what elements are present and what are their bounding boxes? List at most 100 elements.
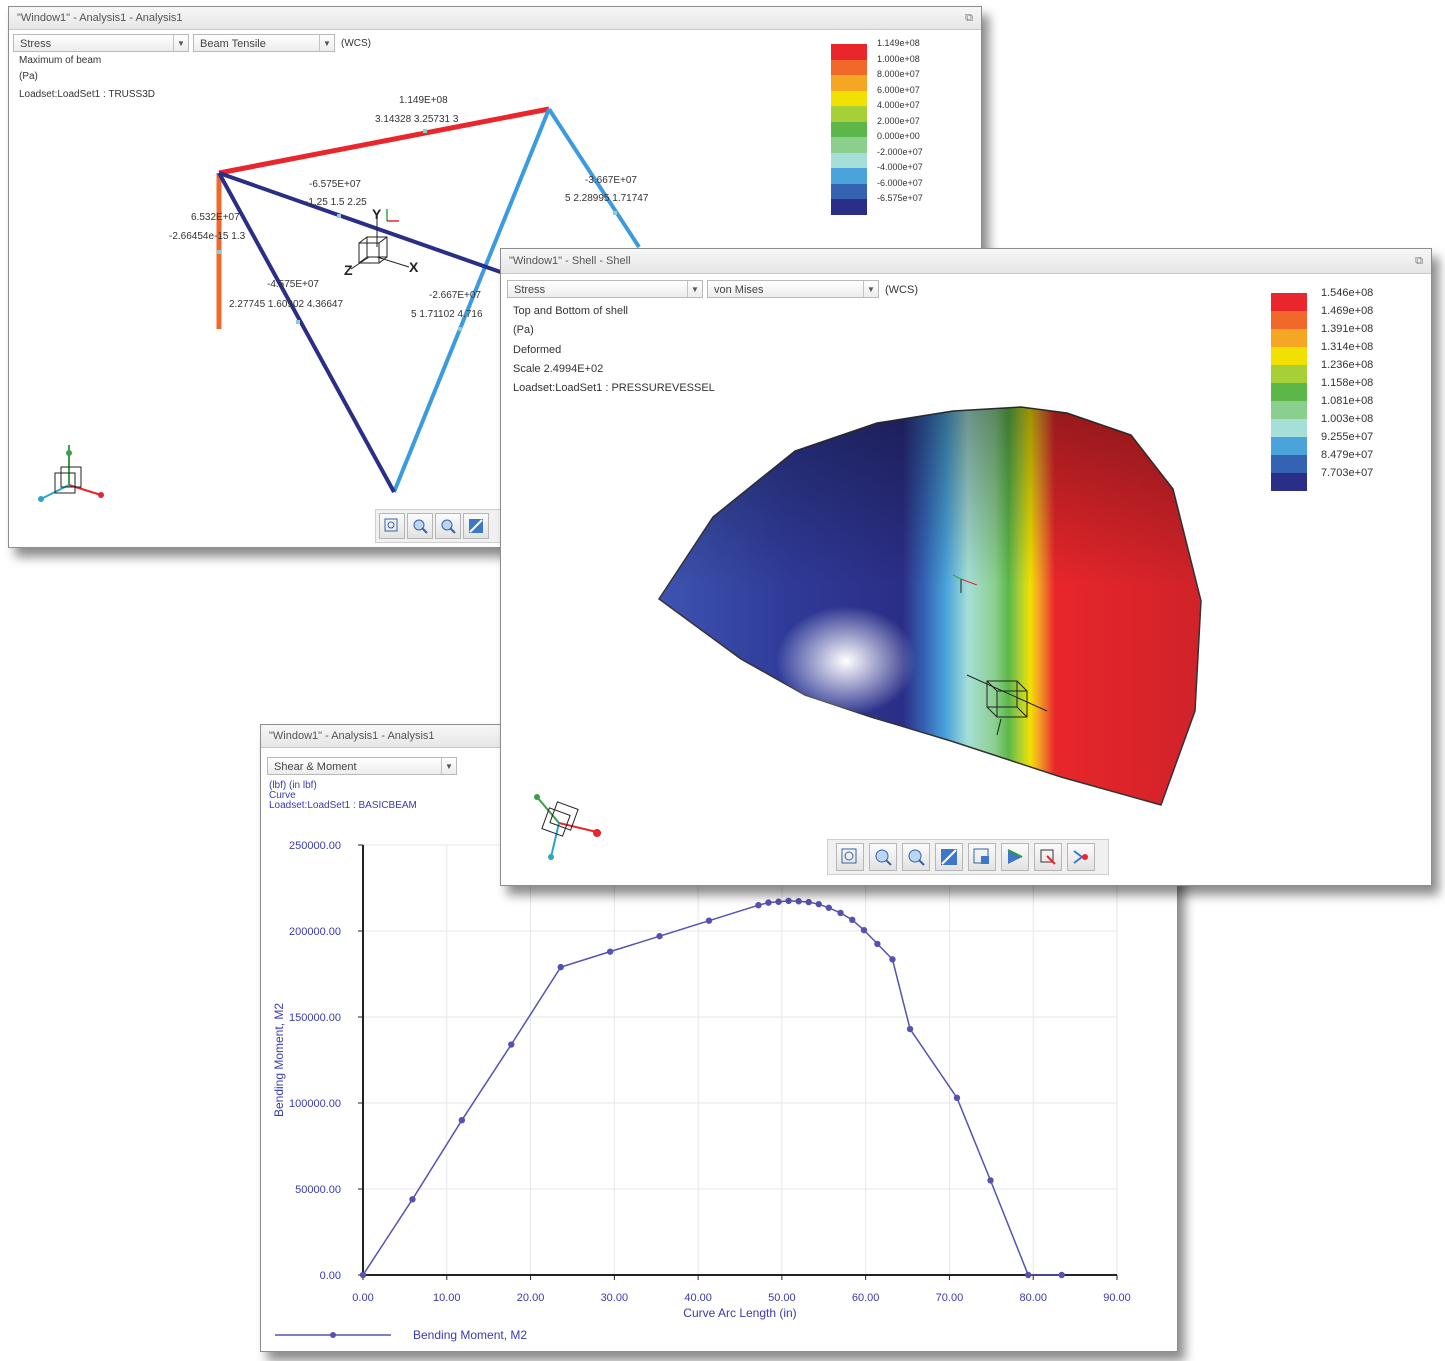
shell-info-line-4: Scale 2.4994E+02 — [513, 363, 604, 375]
shell-component-select-value: von Mises — [714, 284, 764, 296]
shell-top-shading — [659, 407, 1201, 805]
legend-label: 8.000e+07 — [877, 69, 920, 79]
shell-view-toolbar — [827, 839, 1109, 875]
legend-entry: 8.479e+07 — [1271, 449, 1401, 473]
node-marker — [337, 214, 341, 218]
legend-entry: 1.236e+08 — [1271, 359, 1401, 383]
data-point — [906, 1025, 914, 1033]
annotation-a6: 5 2.28995 1.71747 — [565, 193, 649, 204]
data-point — [775, 898, 782, 905]
view-orientation-icon — [1040, 849, 1056, 865]
data-point — [409, 1196, 416, 1203]
node-marker — [423, 129, 427, 133]
pan-icon — [973, 848, 989, 864]
legend-label: 7.703e+07 — [1321, 467, 1374, 479]
legend-swatch — [831, 59, 867, 75]
truss-window-title: "Window1" - Analysis1 - Analysis1 — [17, 12, 183, 24]
zoom-window-button[interactable] — [463, 513, 489, 539]
truss-member-top — [218, 106, 550, 176]
legend-entry: 1.314e+08 — [1271, 341, 1401, 365]
x-tick-label: 10.00 — [433, 1292, 461, 1304]
zoom-window-button[interactable] — [935, 843, 963, 871]
view-orientation-triad — [38, 445, 104, 502]
zoom-out-button[interactable] — [435, 513, 461, 539]
info-line-3: Loadset:LoadSet1 : TRUSS3D — [19, 89, 156, 100]
annotation-a7: 6.532E+07 — [191, 212, 240, 223]
legend-label: 1.149e+08 — [877, 38, 920, 48]
series-line — [362, 900, 1062, 1276]
x-tick-label: 60.00 — [852, 1292, 880, 1304]
zoom-in-button[interactable] — [869, 843, 897, 871]
data-point — [874, 940, 881, 948]
legend-entry: 1.149e+08 — [831, 38, 957, 60]
y-tick-label: 250000.00 — [289, 840, 341, 852]
legend-label: 8.479e+07 — [1321, 449, 1374, 461]
annotation-a1: 1.149E+08 — [399, 95, 448, 106]
legend-label: 1.003e+08 — [1321, 413, 1374, 425]
shell-quantity-select-value: Stress — [514, 284, 546, 296]
legend-entry: -6.000e+07 — [831, 178, 957, 199]
legend-label: 1.000e+08 — [877, 53, 920, 64]
legend-entry: 1.003e+08 — [1271, 413, 1401, 437]
legend-entry: 6.000e+07 — [831, 85, 957, 106]
data-point — [815, 900, 822, 908]
annotation-a8: -2.66454e-15 1.3 — [169, 231, 246, 242]
legend-entry: 8.000e+07 — [831, 69, 957, 91]
zoom-fit-button[interactable] — [379, 513, 405, 539]
y-tick-label: 0.00 — [320, 1270, 341, 1282]
shell-component-select[interactable]: von Mises ▼ — [707, 280, 879, 298]
chart-info-line-1: (lbf) (in lbf) — [269, 780, 317, 791]
chevron-down-icon: ▼ — [687, 281, 702, 297]
rotate-button[interactable] — [1001, 843, 1029, 871]
legend-swatch — [831, 152, 867, 168]
shell-info-line-3: Deformed — [513, 344, 562, 356]
legend-label: -4.000e+07 — [877, 162, 923, 172]
quantity-select-value: Stress — [20, 38, 52, 50]
legend-swatch — [1271, 437, 1307, 455]
x-tick-label: 40.00 — [684, 1292, 712, 1304]
data-point — [765, 899, 772, 906]
zoom-in-button[interactable] — [407, 513, 433, 539]
legend-swatch — [831, 44, 867, 60]
legend-swatch — [831, 121, 867, 137]
shell-viewport[interactable] — [501, 249, 1431, 885]
shell-local-triad — [966, 674, 1048, 736]
pan-button[interactable] — [968, 843, 996, 871]
coord-system-label: (WCS) — [341, 38, 371, 49]
truss-window-titlebar[interactable]: "Window1" - Analysis1 - Analysis1 ⧉ — [9, 7, 981, 30]
component-select[interactable]: Beam Tensile ▼ — [193, 34, 335, 52]
legend-label: 6.000e+07 — [877, 84, 920, 95]
shell-quantity-select[interactable]: Stress ▼ — [507, 280, 703, 298]
x-tick-label: 20.00 — [517, 1292, 545, 1304]
annotation-a12: 5 1.71102 4.716 — [411, 309, 483, 320]
maximize-icon[interactable]: ⧉ — [965, 12, 973, 24]
node-marker — [613, 211, 617, 215]
legend-label: 1.546e+08 — [1321, 287, 1374, 299]
y-tick-label: 150000.00 — [289, 1012, 341, 1024]
data-point — [795, 898, 802, 905]
shell-window: "Window1" - Shell - Shell ⧉ Stress ▼ von… — [500, 248, 1432, 886]
zoom-out-button[interactable] — [902, 843, 930, 871]
zoom-fit-button[interactable] — [836, 843, 864, 871]
legend-entry: 1.469e+08 — [1271, 305, 1401, 329]
x-tick-label: 90.00 — [1103, 1292, 1131, 1304]
truss-viewport[interactable]: Y X Z — [9, 7, 981, 547]
annotation-a4: -1.25 1.5 2.25 — [305, 197, 367, 208]
zoom-fit-icon — [841, 848, 857, 864]
chart-window-title: "Window1" - Analysis1 - Analysis1 — [269, 730, 435, 742]
legend-swatch — [1271, 473, 1307, 491]
legend-entry: 7.703e+07 — [1271, 467, 1401, 491]
zoom-out-icon — [441, 519, 456, 534]
data-point — [837, 909, 844, 917]
quantity-select[interactable]: Stress ▼ — [13, 34, 189, 52]
probe-button[interactable] — [1067, 843, 1095, 871]
node-marker — [217, 250, 221, 254]
shell-window-titlebar[interactable]: "Window1" - Shell - Shell ⧉ — [501, 249, 1431, 274]
bending-moment-chart[interactable]: 0.00 10.00 20.00 30.00 40.00 50.00 60.00 70.00 8… — [261, 725, 1177, 1351]
maximize-icon[interactable]: ⧉ — [1415, 255, 1423, 267]
annotation-a11: -2.667E+07 — [429, 290, 481, 301]
legend-entry: 1.158e+08 — [1271, 377, 1401, 401]
result-type-select[interactable]: Shear & Moment ▼ — [267, 757, 457, 775]
legend-swatch — [831, 90, 867, 106]
view-orientation-button[interactable] — [1034, 843, 1062, 871]
